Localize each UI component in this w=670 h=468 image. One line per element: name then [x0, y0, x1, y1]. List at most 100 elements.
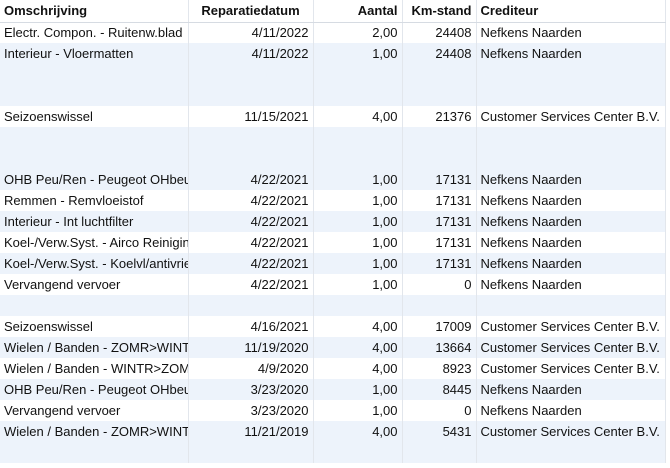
cell: Customer Services Center B.V. — [476, 337, 666, 358]
cell: Koel-/Verw.Syst. - Airco Reiniging — [0, 232, 189, 253]
cell: Customer Services Center B.V. — [476, 106, 666, 127]
cell: 0 — [402, 274, 477, 295]
cell: Nefkens Naarden — [476, 379, 666, 400]
table-row: Wielen / Banden - WINTR>ZOMR 4/9/2020 4,00… — [0, 358, 666, 379]
cell: 8923 — [402, 358, 477, 379]
cell: Nefkens Naarden — [476, 190, 666, 211]
cell — [0, 127, 189, 148]
cell — [188, 148, 314, 169]
cell: 4/9/2020 — [188, 358, 314, 379]
cell: Wielen / Banden - ZOMR>WINTR — [0, 337, 189, 358]
cell: Vervangend vervoer — [0, 274, 189, 295]
cell: 1,00 — [313, 253, 403, 274]
cell: 3/23/2020 — [188, 400, 314, 421]
cell: 4,00 — [313, 337, 403, 358]
table-row: Koel-/Verw.Syst. - Airco Reiniging 4/22/2… — [0, 232, 666, 253]
cell: 4,00 — [313, 316, 403, 337]
cell — [188, 85, 314, 106]
cell — [313, 442, 403, 463]
cell — [313, 85, 403, 106]
cell: 1,00 — [313, 379, 403, 400]
cell: 4,00 — [313, 106, 403, 127]
cell: 17131 — [402, 169, 477, 190]
cell: Seizoenswissel — [0, 106, 189, 127]
cell: Nefkens Naarden — [476, 211, 666, 232]
cell: 5431 — [402, 421, 477, 442]
cell: Interieur - Vloermatten — [0, 43, 189, 64]
cell — [188, 442, 314, 463]
cell: Vervangend vervoer — [0, 400, 189, 421]
cell — [313, 64, 403, 85]
cell: 11/21/2019 — [188, 421, 314, 442]
cell: 4/22/2021 — [188, 253, 314, 274]
column-header: Reparatiedatum — [188, 0, 314, 23]
table-row: Vervangend vervoer 4/22/2021 1,00 0 Nefkens … — [0, 274, 666, 295]
cell — [402, 64, 477, 85]
cell — [476, 442, 666, 463]
column-header: Km-stand — [402, 0, 477, 23]
cell: 1,00 — [313, 274, 403, 295]
cell: 0 — [402, 400, 477, 421]
cell — [0, 64, 189, 85]
cell: 4/11/2022 — [188, 43, 314, 64]
cell — [476, 64, 666, 85]
table-row: Electr. Compon. - Ruitenw.blad 4/11/2022 2… — [0, 22, 666, 43]
cell: Remmen - Remvloeistof — [0, 190, 189, 211]
table-row: Interieur - Int luchtfilter 4/22/2021 1,00… — [0, 211, 666, 232]
cell — [0, 85, 189, 106]
cell — [476, 295, 666, 316]
table-row — [0, 295, 666, 316]
cell: 17009 — [402, 316, 477, 337]
table-row — [0, 148, 666, 169]
table-row: Koel-/Verw.Syst. - Koelvl/antivries 4/22/… — [0, 253, 666, 274]
cell: OHB Peu/Ren - Peugeot OHbeurt — [0, 379, 189, 400]
cell: Wielen / Banden - ZOMR>WINTR — [0, 421, 189, 442]
cell: 1,00 — [313, 190, 403, 211]
cell: OHB Peu/Ren - Peugeot OHbeurt — [0, 169, 189, 190]
header-row: Omschrijving Reparatiedatum Aantal Km-stand… — [0, 0, 666, 23]
table-row: Vervangend vervoer 3/23/2020 1,00 0 Nefkens … — [0, 400, 666, 421]
cell: 11/19/2020 — [188, 337, 314, 358]
cell: 17131 — [402, 232, 477, 253]
cell: 4,00 — [313, 421, 403, 442]
cell — [313, 127, 403, 148]
cell: Customer Services Center B.V. — [476, 421, 666, 442]
table-row — [0, 127, 666, 148]
cell — [476, 85, 666, 106]
cell — [313, 295, 403, 316]
column-header: Omschrijving — [0, 0, 189, 23]
cell — [476, 127, 666, 148]
cell: Nefkens Naarden — [476, 274, 666, 295]
cell: Interieur - Int luchtfilter — [0, 211, 189, 232]
cell: Seizoenswissel — [0, 316, 189, 337]
cell — [476, 148, 666, 169]
cell: 8445 — [402, 379, 477, 400]
table-row: Wielen / Banden - ZOMR>WINTR 11/19/2020 4,… — [0, 337, 666, 358]
cell: 4/22/2021 — [188, 190, 314, 211]
cell — [402, 148, 477, 169]
cell: 1,00 — [313, 400, 403, 421]
cell — [313, 148, 403, 169]
cell — [188, 127, 314, 148]
cell: 4/22/2021 — [188, 274, 314, 295]
cell — [402, 295, 477, 316]
cell: 24408 — [402, 22, 477, 43]
cell: Customer Services Center B.V. — [476, 358, 666, 379]
column-header: Aantal — [313, 0, 403, 23]
table-row: Wielen / Banden - ZOMR>WINTR 11/21/2019 4,… — [0, 421, 666, 442]
table-row: Seizoenswissel 4/16/2021 4,00 17009 Customer… — [0, 316, 666, 337]
table-row: Remmen - Remvloeistof 4/22/2021 1,00 17131 N… — [0, 190, 666, 211]
cell: 4/22/2021 — [188, 232, 314, 253]
cell: 3/23/2020 — [188, 379, 314, 400]
cell: 1,00 — [313, 169, 403, 190]
cell — [0, 148, 189, 169]
cell — [402, 85, 477, 106]
cell: 17131 — [402, 190, 477, 211]
cell: 24408 — [402, 43, 477, 64]
cell: 21376 — [402, 106, 477, 127]
table-row — [0, 442, 666, 463]
cell: 2,00 — [313, 22, 403, 43]
table-row — [0, 85, 666, 106]
